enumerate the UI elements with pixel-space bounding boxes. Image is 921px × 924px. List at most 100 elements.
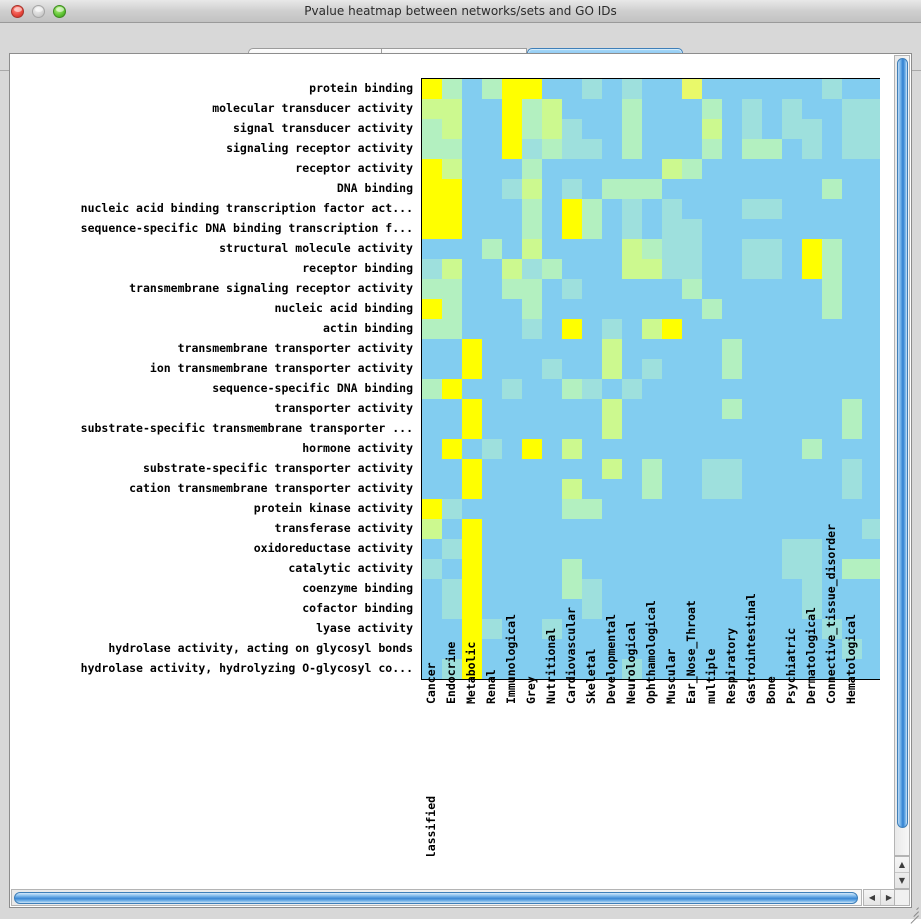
heatmap-cell[interactable] bbox=[622, 479, 642, 499]
heatmap-cell[interactable] bbox=[822, 119, 842, 139]
heatmap-cell[interactable] bbox=[542, 499, 562, 519]
heatmap-cell[interactable] bbox=[662, 459, 682, 479]
heatmap-cell[interactable] bbox=[422, 79, 442, 99]
heatmap-cell[interactable] bbox=[462, 639, 482, 659]
heatmap-cell[interactable] bbox=[682, 299, 702, 319]
heatmap-cell[interactable] bbox=[842, 159, 862, 179]
heatmap-cell[interactable] bbox=[822, 419, 842, 439]
heatmap-cell[interactable] bbox=[802, 139, 822, 159]
heatmap-cell[interactable] bbox=[582, 379, 602, 399]
heatmap-cell[interactable] bbox=[802, 179, 822, 199]
heatmap-cell[interactable] bbox=[622, 319, 642, 339]
heatmap-cell[interactable] bbox=[502, 599, 522, 619]
heatmap-cell[interactable] bbox=[642, 319, 662, 339]
heatmap-cell[interactable] bbox=[482, 459, 502, 479]
heatmap-cell[interactable] bbox=[502, 379, 522, 399]
heatmap-cell[interactable] bbox=[842, 339, 862, 359]
heatmap-cell[interactable] bbox=[822, 639, 842, 659]
heatmap-cell[interactable] bbox=[502, 439, 522, 459]
heatmap-cell[interactable] bbox=[802, 539, 822, 559]
window-resize-grip[interactable] bbox=[905, 904, 919, 924]
heatmap-cell[interactable] bbox=[702, 379, 722, 399]
heatmap-cell[interactable] bbox=[422, 139, 442, 159]
heatmap-cell[interactable] bbox=[822, 159, 842, 179]
heatmap-cell[interactable] bbox=[602, 319, 622, 339]
heatmap-cell[interactable] bbox=[762, 419, 782, 439]
heatmap-cell[interactable] bbox=[582, 119, 602, 139]
heatmap-cell[interactable] bbox=[722, 299, 742, 319]
heatmap-cell[interactable] bbox=[442, 379, 462, 399]
heatmap-cell[interactable] bbox=[462, 379, 482, 399]
scroll-down-icon[interactable]: ▼ bbox=[898, 876, 906, 885]
heatmap-cell[interactable] bbox=[482, 599, 502, 619]
heatmap-cell[interactable] bbox=[622, 619, 642, 639]
heatmap-cell[interactable] bbox=[442, 199, 462, 219]
heatmap-cell[interactable] bbox=[822, 319, 842, 339]
heatmap-cell[interactable] bbox=[562, 299, 582, 319]
heatmap-cell[interactable] bbox=[582, 139, 602, 159]
heatmap-cell[interactable] bbox=[822, 259, 842, 279]
heatmap-cell[interactable] bbox=[702, 179, 722, 199]
heatmap-cell[interactable] bbox=[522, 539, 542, 559]
heatmap-cell[interactable] bbox=[762, 519, 782, 539]
heatmap-cell[interactable] bbox=[762, 479, 782, 499]
heatmap-cell[interactable] bbox=[482, 419, 502, 439]
heatmap-cell[interactable] bbox=[482, 239, 502, 259]
heatmap-cell[interactable] bbox=[762, 459, 782, 479]
heatmap-cell[interactable] bbox=[662, 479, 682, 499]
heatmap-cell[interactable] bbox=[862, 79, 880, 99]
heatmap-cell[interactable] bbox=[802, 519, 822, 539]
heatmap-cell[interactable] bbox=[582, 439, 602, 459]
heatmap-cell[interactable] bbox=[482, 579, 502, 599]
heatmap-cell[interactable] bbox=[782, 179, 802, 199]
heatmap-cell[interactable] bbox=[542, 99, 562, 119]
heatmap-cell[interactable] bbox=[562, 599, 582, 619]
heatmap-cell[interactable] bbox=[762, 139, 782, 159]
heatmap-cell[interactable] bbox=[522, 479, 542, 499]
heatmap-cell[interactable] bbox=[842, 279, 862, 299]
heatmap-cell[interactable] bbox=[602, 559, 622, 579]
heatmap-cell[interactable] bbox=[862, 579, 880, 599]
heatmap-cell[interactable] bbox=[602, 139, 622, 159]
heatmap-cell[interactable] bbox=[582, 359, 602, 379]
heatmap-cell[interactable] bbox=[582, 519, 602, 539]
heatmap-cell[interactable] bbox=[442, 359, 462, 379]
heatmap-cell[interactable] bbox=[842, 579, 862, 599]
heatmap-cell[interactable] bbox=[802, 259, 822, 279]
heatmap-cell[interactable] bbox=[702, 399, 722, 419]
heatmap-cell[interactable] bbox=[542, 259, 562, 279]
heatmap-cell[interactable] bbox=[422, 499, 442, 519]
heatmap-cell[interactable] bbox=[722, 399, 742, 419]
heatmap-cell[interactable] bbox=[702, 519, 722, 539]
heatmap-cell[interactable] bbox=[642, 219, 662, 239]
heatmap-cell[interactable] bbox=[582, 499, 602, 519]
heatmap-cell[interactable] bbox=[562, 579, 582, 599]
heatmap-cell[interactable] bbox=[462, 659, 482, 679]
heatmap-cell[interactable] bbox=[782, 479, 802, 499]
heatmap-cell[interactable] bbox=[642, 579, 662, 599]
heatmap-cell[interactable] bbox=[702, 199, 722, 219]
heatmap-cell[interactable] bbox=[482, 539, 502, 559]
heatmap-cell[interactable] bbox=[842, 659, 862, 679]
heatmap-cell[interactable] bbox=[722, 579, 742, 599]
heatmap-cell[interactable] bbox=[802, 579, 822, 599]
heatmap-cell[interactable] bbox=[682, 559, 702, 579]
heatmap-cell[interactable] bbox=[702, 439, 722, 459]
heatmap-cell[interactable] bbox=[442, 99, 462, 119]
heatmap-cell[interactable] bbox=[682, 339, 702, 359]
heatmap-cell[interactable] bbox=[662, 539, 682, 559]
heatmap-cell[interactable] bbox=[822, 579, 842, 599]
heatmap-cell[interactable] bbox=[662, 159, 682, 179]
heatmap-cell[interactable] bbox=[742, 99, 762, 119]
heatmap-cell[interactable] bbox=[862, 339, 880, 359]
heatmap-cell[interactable] bbox=[422, 319, 442, 339]
heatmap-cell[interactable] bbox=[702, 359, 722, 379]
heatmap-cell[interactable] bbox=[722, 219, 742, 239]
heatmap-cell[interactable] bbox=[562, 539, 582, 559]
heatmap-cell[interactable] bbox=[482, 119, 502, 139]
heatmap-cell[interactable] bbox=[542, 279, 562, 299]
heatmap-cell[interactable] bbox=[602, 219, 622, 239]
heatmap-cell[interactable] bbox=[642, 419, 662, 439]
heatmap-cell[interactable] bbox=[562, 479, 582, 499]
heatmap-cell[interactable] bbox=[862, 139, 880, 159]
